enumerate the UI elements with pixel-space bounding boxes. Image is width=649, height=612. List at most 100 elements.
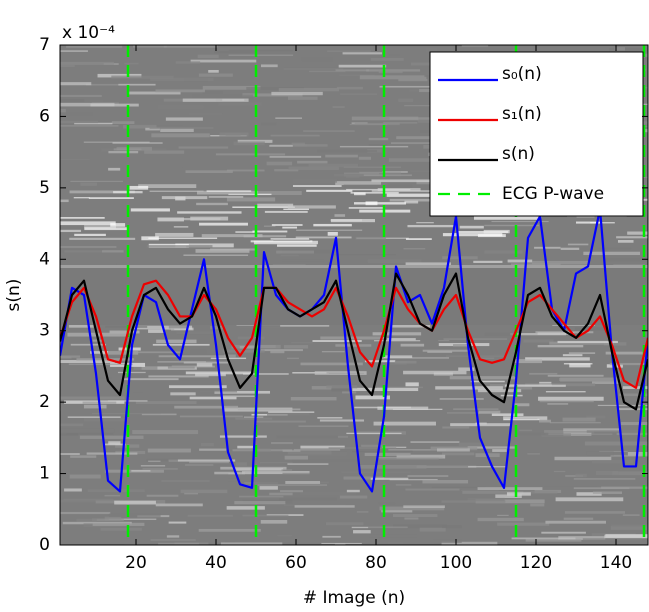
bg-streak [355, 236, 386, 240]
bg-streak [60, 262, 117, 267]
bg-streak [506, 492, 531, 496]
bg-streak [287, 451, 332, 455]
bg-streak [442, 233, 503, 237]
bg-streak [394, 360, 417, 364]
bg-streak [239, 495, 284, 498]
bg-streak [303, 130, 355, 132]
bg-streak [346, 432, 402, 435]
bg-streak [537, 331, 575, 335]
bg-streak [359, 171, 401, 174]
bg-streak [226, 169, 265, 172]
bg-streak [584, 441, 648, 446]
bg-streak [282, 472, 323, 474]
bg-streak [98, 377, 112, 379]
bg-streak [393, 524, 447, 529]
bg-streak [68, 363, 133, 366]
bg-streak [70, 180, 124, 183]
bg-streak [60, 61, 114, 65]
bg-streak [613, 264, 645, 266]
bg-streak [108, 518, 157, 520]
bg-streak [513, 359, 543, 364]
bg-streak [330, 219, 362, 222]
bg-streak [591, 460, 633, 464]
bg-streak [457, 48, 520, 53]
bg-streak [183, 361, 229, 364]
bg-streak [149, 190, 204, 193]
y-tick-label: 2 [39, 392, 50, 412]
bg-streak [291, 341, 313, 344]
bg-streak [473, 260, 503, 263]
bg-streak [334, 543, 346, 545]
bg-streak [443, 338, 508, 340]
bg-streak [200, 442, 214, 447]
bg-streak [350, 192, 399, 194]
bg-streak [84, 417, 128, 422]
bg-streak [449, 376, 516, 380]
bg-streak [88, 197, 134, 199]
bg-streak [328, 372, 365, 374]
bg-streak [586, 451, 614, 456]
bg-streak [176, 331, 217, 335]
bg-streak [283, 208, 309, 210]
bg-streak [619, 393, 648, 397]
bg-streak [389, 198, 453, 202]
bg-streak [616, 432, 648, 436]
bg-streak [339, 74, 375, 76]
bg-streak [425, 48, 438, 53]
bg-streak [187, 514, 233, 517]
bg-streak [433, 539, 462, 544]
bg-streak [422, 479, 469, 484]
bg-streak [291, 142, 305, 146]
bg-streak [69, 237, 136, 240]
bg-streak [60, 499, 124, 503]
x-tick-label: 60 [285, 553, 307, 573]
bg-streak [242, 514, 289, 517]
bg-streak [146, 494, 179, 497]
bg-streak [268, 411, 315, 414]
bg-streak [529, 372, 558, 375]
bg-streak [294, 505, 355, 508]
bg-streak [435, 386, 503, 390]
bg-streak [547, 374, 604, 377]
bg-streak [108, 441, 121, 445]
bg-streak [228, 473, 256, 475]
bg-streak [257, 484, 328, 486]
bg-streak [237, 445, 256, 449]
bg-streak [368, 137, 389, 141]
bg-streak [195, 249, 250, 253]
bg-streak [410, 441, 460, 443]
bg-streak [441, 452, 475, 456]
bg-streak [547, 402, 569, 405]
bg-streak [60, 246, 117, 248]
bg-streak [177, 211, 242, 214]
bg-streak [586, 430, 643, 433]
bg-streak [202, 85, 261, 90]
bg-streak [327, 50, 371, 52]
bg-streak [180, 489, 228, 494]
bg-streak [168, 385, 227, 389]
x-tick-label: 140 [600, 553, 632, 573]
bg-band [60, 265, 648, 325]
bg-streak [150, 77, 214, 82]
bg-streak [296, 229, 363, 231]
bg-streak [281, 259, 324, 262]
bg-streak [270, 350, 285, 354]
bg-streak [199, 391, 238, 393]
x-tick-label: 20 [125, 553, 147, 573]
bg-streak [84, 225, 116, 229]
bg-streak [138, 184, 197, 188]
bg-streak [334, 214, 346, 217]
bg-streak [475, 499, 545, 504]
bg-streak [309, 70, 346, 73]
bg-streak [372, 332, 422, 336]
bg-streak [512, 403, 530, 407]
bg-streak [539, 400, 594, 403]
bg-streak [383, 355, 413, 358]
bg-streak [147, 448, 191, 453]
bg-streak [186, 245, 209, 248]
bg-streak [174, 405, 239, 409]
bg-streak [158, 542, 199, 545]
bg-streak [83, 83, 119, 87]
bg-streak [135, 401, 197, 405]
